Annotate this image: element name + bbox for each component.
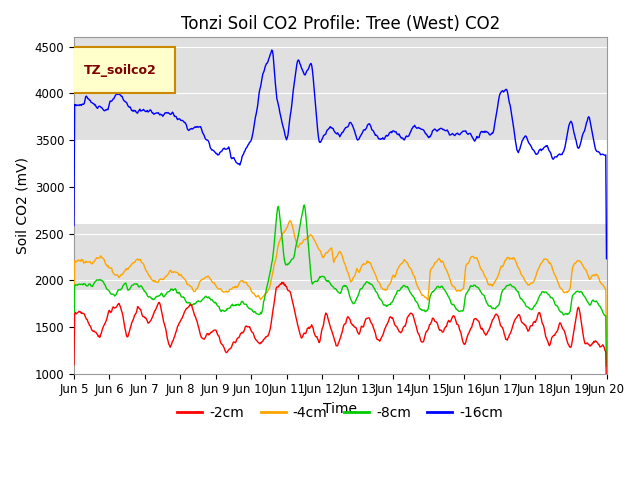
Y-axis label: Soil CO2 (mV): Soil CO2 (mV) (15, 157, 29, 254)
Bar (74, 224, 607, 289)
Bar (74, 37, 607, 140)
X-axis label: Time: Time (323, 402, 357, 416)
Text: TZ_soilco2: TZ_soilco2 (84, 64, 157, 77)
Title: Tonzi Soil CO2 Profile: Tree (West) CO2: Tonzi Soil CO2 Profile: Tree (West) CO2 (180, 15, 500, 33)
Legend: -2cm, -4cm, -8cm, -16cm: -2cm, -4cm, -8cm, -16cm (172, 400, 509, 426)
FancyBboxPatch shape (66, 48, 175, 93)
